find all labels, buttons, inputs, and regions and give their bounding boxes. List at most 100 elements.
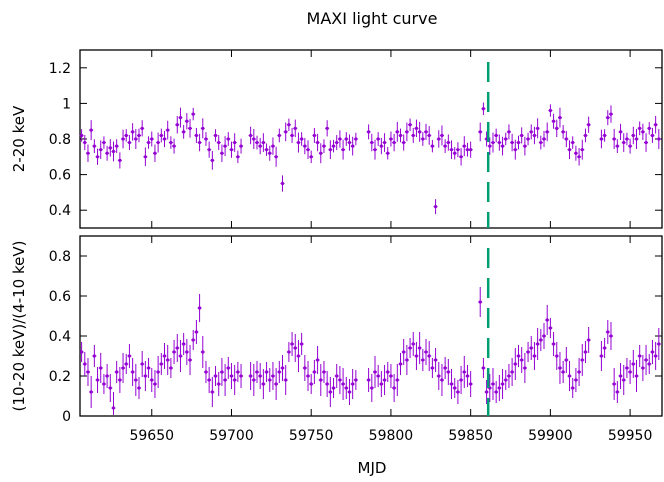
data-point <box>309 382 313 386</box>
panel-bottom-frame <box>79 235 663 417</box>
data-point <box>532 133 537 138</box>
data-point <box>197 140 202 145</box>
data-point <box>497 140 501 145</box>
data-point <box>602 133 607 138</box>
data-point <box>523 366 527 370</box>
data-point <box>178 354 183 358</box>
data-point <box>628 370 632 374</box>
data-point <box>513 148 517 152</box>
x-tick-label: 59800 <box>369 428 414 444</box>
data-point <box>233 140 237 145</box>
data-point <box>395 378 399 382</box>
data-point <box>654 354 658 358</box>
y-tick-label-top: 1.2 <box>49 61 71 77</box>
data-point <box>507 130 511 134</box>
data-point <box>481 366 486 370</box>
data-point <box>143 155 147 159</box>
data-point <box>609 334 613 338</box>
data-point <box>561 130 565 134</box>
data-point <box>290 133 294 138</box>
data-point <box>134 378 138 382</box>
x-tick-label: 59850 <box>448 428 493 444</box>
x-tick-label: 59900 <box>528 428 573 444</box>
data-point <box>89 390 93 394</box>
data-point <box>398 133 403 138</box>
data-point <box>99 148 103 152</box>
data-point <box>500 382 505 386</box>
data-point <box>207 378 211 382</box>
data-point <box>118 158 122 162</box>
data-point <box>504 378 508 382</box>
data-point <box>446 370 450 374</box>
data-point <box>338 137 342 141</box>
data-point <box>137 133 141 138</box>
data-point <box>95 155 100 159</box>
chart-title: MAXI light curve <box>307 9 438 28</box>
data-point <box>430 144 434 148</box>
data-point <box>488 144 492 148</box>
data-point <box>229 148 234 152</box>
x-tick-label: 59700 <box>209 428 254 444</box>
data-point <box>421 358 425 362</box>
data-point <box>567 374 572 378</box>
data-point <box>634 374 639 378</box>
data-point <box>268 378 272 382</box>
data-point <box>201 126 205 130</box>
data-point <box>494 133 498 138</box>
data-point <box>408 346 412 350</box>
data-point <box>210 158 214 162</box>
data-point <box>79 350 84 354</box>
data-point <box>156 370 160 374</box>
data-point <box>382 378 387 382</box>
data-point <box>271 144 275 148</box>
data-point <box>134 137 138 141</box>
data-point <box>510 140 514 145</box>
data-point <box>456 390 460 394</box>
data-point <box>548 108 552 113</box>
data-point <box>386 370 390 374</box>
data-point <box>111 149 116 154</box>
data-point <box>236 155 240 159</box>
data-point <box>449 382 454 386</box>
y-tick-label-bottom: 0.6 <box>49 289 71 305</box>
panel-top-ticks: 0.4 0.6 0.8 1 1.2 <box>49 50 662 228</box>
data-point <box>354 378 358 382</box>
data-point <box>99 366 103 370</box>
data-point <box>236 370 240 374</box>
data-point <box>335 140 339 145</box>
data-point <box>532 354 537 358</box>
data-point <box>325 126 329 130</box>
data-point <box>376 374 380 378</box>
data-point <box>650 350 655 354</box>
data-point <box>194 330 198 334</box>
x-axis-label: MJD <box>358 459 387 477</box>
data-point <box>229 374 234 378</box>
data-point <box>271 374 275 378</box>
data-point <box>418 346 422 350</box>
data-point <box>121 366 125 370</box>
data-point <box>293 126 297 130</box>
data-point <box>625 366 629 370</box>
data-point <box>453 151 457 155</box>
data-point <box>172 144 176 148</box>
data-point <box>150 137 154 141</box>
data-point <box>539 338 543 342</box>
data-point <box>382 140 387 145</box>
data-point <box>443 144 447 148</box>
data-point <box>287 350 291 354</box>
data-point <box>83 140 87 145</box>
data-point <box>217 382 221 386</box>
data-point <box>510 370 514 374</box>
data-point <box>574 378 578 382</box>
data-point <box>261 140 265 145</box>
data-point <box>478 300 482 304</box>
data-point <box>182 130 186 134</box>
data-point <box>255 140 259 145</box>
x-tick-label: 59950 <box>608 428 653 444</box>
y-tick-label-bottom: 0.2 <box>49 369 71 385</box>
data-point <box>124 133 128 138</box>
data-point <box>153 151 157 155</box>
data-point <box>331 386 336 390</box>
data-point <box>213 133 218 138</box>
data-point <box>583 133 588 138</box>
